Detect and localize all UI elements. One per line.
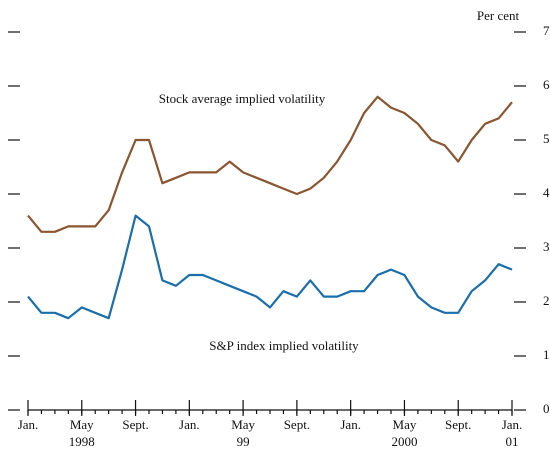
series-line <box>27 95 513 233</box>
series-line <box>27 214 513 320</box>
x-tick-label: Sept. <box>122 417 148 432</box>
x-tick-label: Jan. <box>179 417 200 432</box>
y-tick-label: 60 <box>543 77 550 92</box>
x-tick-label: Jan. <box>502 417 523 432</box>
y-tick-label: 10 <box>543 347 550 362</box>
year-label: 2000 <box>391 434 417 449</box>
year-label: 1998 <box>69 434 95 449</box>
y-tick-label: 0 <box>543 401 550 416</box>
x-tick-label: Jan. <box>18 417 39 432</box>
x-tick-label: Jan. <box>340 417 361 432</box>
series-annotation: S&P index implied volatility <box>209 338 359 353</box>
y-tick-label: 70 <box>543 23 550 38</box>
series-annotation: Stock average implied volatility <box>159 91 326 106</box>
x-tick-label: May <box>393 417 417 432</box>
x-tick-label: May <box>70 417 94 432</box>
y-tick-label: 30 <box>543 239 550 254</box>
year-label: 01 <box>506 434 519 449</box>
y-tick-label: 20 <box>543 293 550 308</box>
y-tick-label: 50 <box>543 131 550 146</box>
year-label: 99 <box>237 434 250 449</box>
y-tick-label: 40 <box>543 185 550 200</box>
x-tick-label: Sept. <box>445 417 471 432</box>
y-axis-label: Per cent <box>477 8 520 23</box>
x-tick-label: Sept. <box>284 417 310 432</box>
x-tick-label: May <box>231 417 255 432</box>
